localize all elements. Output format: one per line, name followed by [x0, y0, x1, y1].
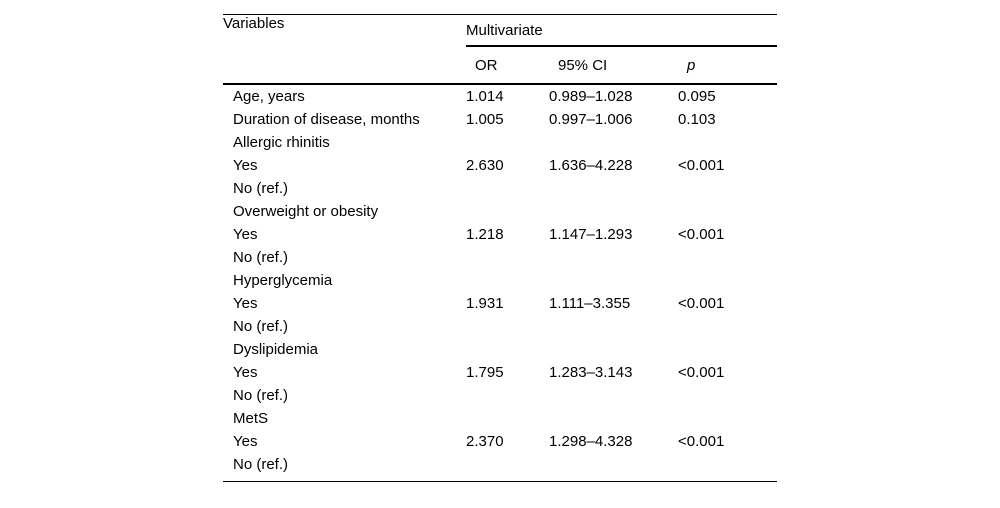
cell-ci-value — [549, 177, 678, 200]
table-header: Variables Multivariate OR 95% CI p — [223, 14, 778, 85]
cell-p-value: <0.001 — [678, 295, 725, 312]
cell-or-value: 1.218 — [466, 226, 504, 243]
cell-ci-value: 1.147–1.293 — [549, 226, 633, 243]
group-header-multivariate: Multivariate — [466, 14, 778, 47]
cell-p-value — [678, 453, 777, 482]
cell-ci-value: 1.283–3.143 — [549, 364, 633, 381]
cell-ci-value — [549, 315, 678, 338]
cell-ci-value: 1.298–4.328 — [549, 433, 633, 450]
cell-or-value — [466, 177, 549, 200]
cell-ci-value — [549, 200, 678, 223]
cell-ci-value: 1.111–3.355 — [549, 295, 631, 312]
cell-variable-label: MetS — [233, 410, 269, 427]
cell-or-value: 1.795 — [466, 364, 504, 381]
cell-variable-label: Overweight or obesity — [233, 203, 379, 220]
cell-p-value — [678, 131, 777, 154]
cell-ci-value — [549, 407, 678, 430]
table-row: Duration of disease, months 1.005 0.997–… — [223, 108, 777, 131]
cell-p-value — [678, 246, 777, 269]
table-row: No (ref.) — [223, 384, 777, 407]
cell-variable-label: Age, years — [233, 88, 305, 105]
cell-p-value: <0.001 — [678, 157, 725, 174]
cell-or-value: 2.630 — [466, 157, 504, 174]
cell-ci-value — [549, 269, 678, 292]
cell-p-value — [678, 315, 777, 338]
table-row: No (ref.) — [223, 246, 777, 269]
cell-variable-label: Yes — [233, 433, 258, 450]
cell-variable-label: Yes — [233, 157, 258, 174]
cell-variable-label: No (ref.) — [233, 318, 289, 335]
cell-variable-label: Yes — [233, 295, 258, 312]
cell-variable-label: No (ref.) — [233, 180, 289, 197]
cell-variable-label: No (ref.) — [233, 387, 289, 404]
cell-ci-value — [549, 246, 678, 269]
cell-or-value — [466, 246, 549, 269]
table-row: Age, years 1.014 0.989–1.028 0.095 — [223, 84, 777, 108]
table-body: Age, years 1.014 0.989–1.028 0.095 Durat… — [223, 84, 777, 482]
table-row: Yes 2.630 1.636–4.228 <0.001 — [223, 154, 777, 177]
cell-variable-label: No (ref.) — [233, 456, 289, 473]
cell-p-value — [678, 384, 777, 407]
column-header-p: p — [678, 46, 778, 85]
cell-variable-label: Duration of disease, months — [233, 111, 420, 128]
table-row: Hyperglycemia — [223, 269, 777, 292]
column-header-ci: 95% CI — [549, 46, 678, 85]
table-row: Yes 1.795 1.283–3.143 <0.001 — [223, 361, 777, 384]
cell-variable-label: No (ref.) — [233, 249, 289, 266]
cell-p-value — [678, 407, 777, 430]
table-row: MetS — [223, 407, 777, 430]
cell-or-value — [466, 269, 549, 292]
cell-p-value — [678, 269, 777, 292]
cell-p-value: <0.001 — [678, 226, 725, 243]
cell-ci-value — [549, 453, 678, 482]
table-row: Dyslipidemia — [223, 338, 777, 361]
cell-or-value: 1.931 — [466, 295, 504, 312]
cell-p-value — [678, 177, 777, 200]
cell-or-value — [466, 338, 549, 361]
group-header-row: Variables Multivariate — [223, 14, 778, 85]
cell-or-value: 2.370 — [466, 433, 504, 450]
cell-or-value — [466, 407, 549, 430]
cell-or-value — [466, 315, 549, 338]
cell-ci-value: 0.997–1.006 — [549, 111, 633, 128]
cell-or-value: 1.014 — [466, 88, 504, 105]
cell-variable-label: Dyslipidemia — [233, 341, 319, 358]
cell-or-value — [466, 384, 549, 407]
cell-ci-value — [549, 384, 678, 407]
cell-variable-label: Yes — [233, 364, 258, 381]
cell-or-value — [466, 200, 549, 223]
table-row: No (ref.) — [223, 453, 777, 482]
cell-p-value — [678, 200, 777, 223]
cell-ci-value — [549, 131, 678, 154]
cell-ci-value: 1.636–4.228 — [549, 157, 633, 174]
cell-ci-value — [549, 338, 678, 361]
cell-variable-label: Yes — [233, 226, 258, 243]
cell-p-value: <0.001 — [678, 433, 725, 450]
cell-variable-label: Allergic rhinitis — [233, 134, 330, 151]
cell-p-value — [678, 338, 777, 361]
table-row: Allergic rhinitis — [223, 131, 777, 154]
table-row: Overweight or obesity — [223, 200, 777, 223]
cell-ci-value: 0.989–1.028 — [549, 88, 633, 105]
cell-p-value: 0.095 — [678, 88, 716, 105]
table-row: No (ref.) — [223, 177, 777, 200]
cell-or-value — [466, 453, 549, 482]
table-row: Yes 1.218 1.147–1.293 <0.001 — [223, 223, 777, 246]
cell-or-value — [466, 131, 549, 154]
results-table-container: Variables Multivariate OR 95% CI p Age, … — [223, 14, 778, 482]
table-row: Yes 1.931 1.111–3.355 <0.001 — [223, 292, 777, 315]
cell-variable-label: Hyperglycemia — [233, 272, 333, 289]
table-row: No (ref.) — [223, 315, 777, 338]
table-row: Yes 2.370 1.298–4.328 <0.001 — [223, 430, 777, 453]
cell-p-value: <0.001 — [678, 364, 725, 381]
cell-or-value: 1.005 — [466, 111, 504, 128]
column-header-variables: Variables — [223, 14, 466, 85]
column-header-or: OR — [466, 46, 549, 85]
multivariate-results-table: Variables Multivariate OR 95% CI p Age, … — [223, 14, 778, 482]
sub-header-row: OR 95% CI p — [223, 46, 778, 85]
cell-p-value: 0.103 — [678, 111, 716, 128]
